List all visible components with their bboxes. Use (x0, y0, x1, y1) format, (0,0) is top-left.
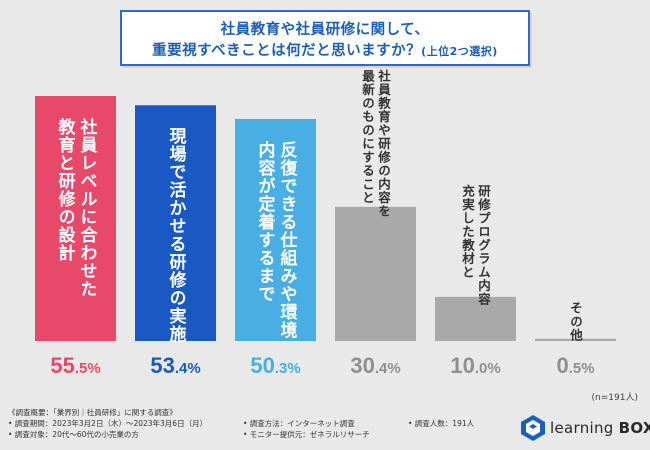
sample-size-note: (n=191人) (591, 393, 638, 403)
bar-label-5-1: 研修プログラム内容 (476, 185, 491, 306)
survey-overview: 《調査概要：「業界別｜社員研修」に関する調査》 (8, 408, 177, 417)
chart-title-note: (上位2つ選択) (421, 45, 498, 58)
bar-3 (235, 118, 316, 341)
bar-4 (335, 206, 416, 341)
value-label-4: 30.4% (350, 353, 400, 378)
bar-2 (135, 105, 216, 342)
bar-label-3-1: 反復できる仕組みや環境 (277, 141, 299, 339)
logo-wordmark: learning BOX (550, 419, 650, 437)
bar-label-1-2: 教育と研修の設計 (55, 117, 77, 262)
bar-label-5-2: 充実した教材と (460, 184, 475, 279)
logo-text-light: learning (550, 419, 614, 437)
bar-label-6-1: その他 (568, 302, 583, 343)
survey-period: • 調査期間：2023年3月2日（木）〜2023年3月6日（月） (8, 419, 208, 428)
learningbox-logo: learning BOX (520, 413, 650, 443)
bar-label-1-1: 社員レベルに合わせた (77, 117, 99, 298)
survey-count: • 調査人数：191人 (408, 419, 475, 428)
value-label-5: 10.0% (450, 353, 500, 378)
value-label-6: 0.5% (556, 353, 594, 378)
bar-label-4-2: 最新のものにすること (360, 70, 375, 205)
survey-monitor: • モニター提供元：ゼネラルリサーチ (243, 430, 370, 439)
chart-title-box: 社員教育や社員研修に関して、 重要視すべきことは何だと思いますか？(上位2つ選択… (120, 10, 530, 66)
chart-title-line1: 社員教育や社員研修に関して、 (220, 22, 430, 38)
logo-text-bold: BOX (618, 419, 650, 437)
chart-title-line2: 重要視すべきことは何だと思いますか？(上位2つ選択) (122, 39, 528, 60)
survey-target: • 調査対象：20代〜60代の小売業の方 (8, 430, 139, 439)
bar-label-4-1: 社員教育や研修の内容を (376, 69, 391, 219)
bar-1 (35, 96, 116, 341)
value-label-2: 53.4% (150, 353, 200, 378)
bar-5 (435, 296, 516, 341)
bar-6 (535, 338, 616, 341)
value-label-1: 55.5% (50, 353, 100, 378)
bar-label-2-1: 現場で活かせる研修の実施 (166, 127, 188, 343)
cube-logo-icon (521, 415, 545, 441)
chart-title-line2-text: 重要視すべきことは何だと思いますか？ (152, 43, 422, 59)
survey-method: • 調査方法：インターネット調査 (243, 419, 355, 428)
bar-label-3-2: 内容が定着するまで (255, 140, 277, 303)
value-label-3: 50.3% (250, 353, 300, 378)
